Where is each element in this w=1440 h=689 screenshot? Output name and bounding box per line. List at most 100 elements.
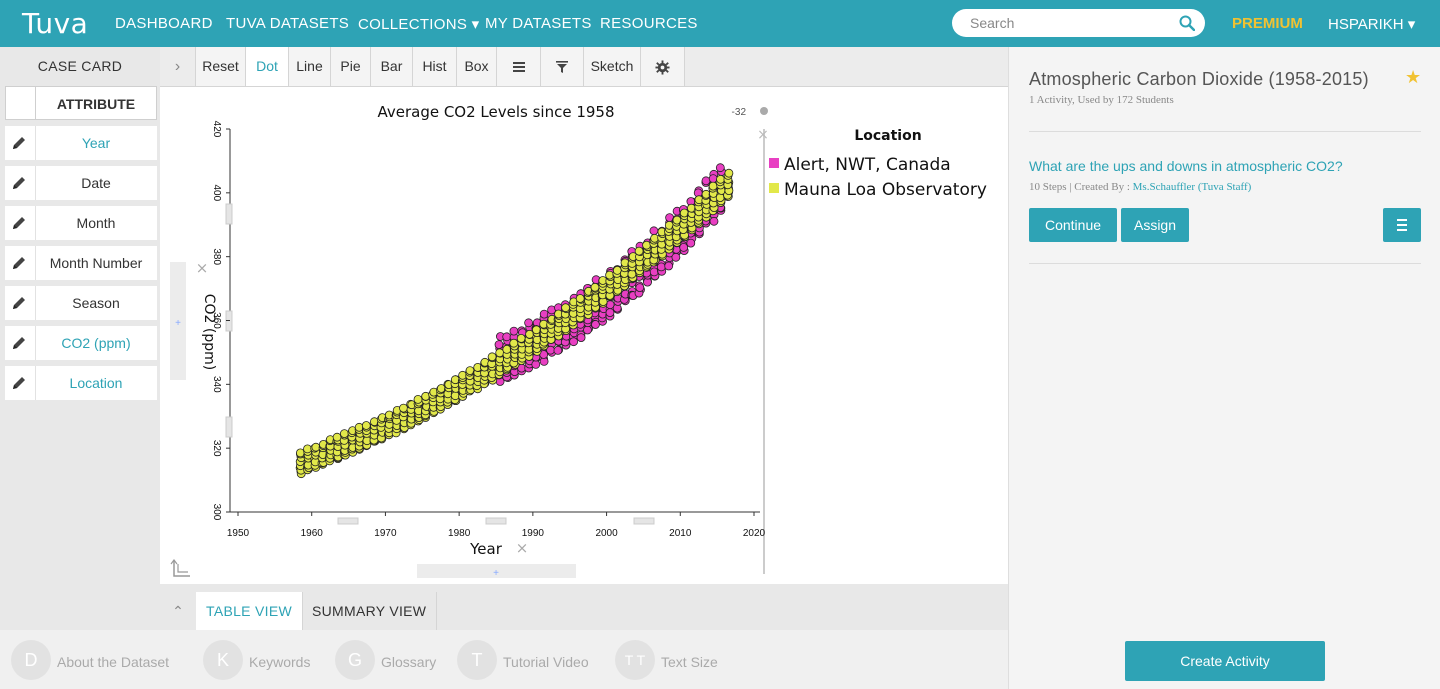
data-point[interactable] xyxy=(502,344,512,354)
tab-summary-view[interactable]: SUMMARY VIEW xyxy=(302,592,438,630)
data-point[interactable] xyxy=(531,359,541,369)
data-point[interactable] xyxy=(605,308,615,318)
attribute-row[interactable]: Season xyxy=(5,286,157,320)
data-point[interactable] xyxy=(399,403,408,413)
attribute-label[interactable]: Month xyxy=(76,215,116,231)
attribute-row[interactable]: Location xyxy=(5,366,157,400)
data-point[interactable] xyxy=(686,238,696,248)
activity-menu-button[interactable] xyxy=(1383,208,1421,242)
data-point[interactable] xyxy=(709,216,719,226)
attribute-label[interactable]: Month Number xyxy=(49,255,143,271)
edit-pencil-icon[interactable] xyxy=(11,375,27,391)
attribute-row[interactable]: Year xyxy=(5,126,157,160)
data-point[interactable] xyxy=(487,352,497,362)
data-point[interactable] xyxy=(303,444,312,454)
attribute-row[interactable]: CO2 (ppm) xyxy=(5,326,157,360)
attribute-row[interactable]: Month Number xyxy=(5,246,157,280)
data-point[interactable] xyxy=(590,282,600,292)
y-axis-label[interactable]: CO2 (ppm) xyxy=(201,294,217,371)
continue-button[interactable]: Continue xyxy=(1029,208,1117,242)
attribute-label[interactable]: Date xyxy=(81,175,111,191)
bar-chart-button[interactable]: Bar xyxy=(371,47,413,86)
y-axis-handle[interactable] xyxy=(225,203,233,225)
edit-pencil-icon[interactable] xyxy=(11,175,27,191)
data-point[interactable] xyxy=(627,269,637,279)
data-point[interactable] xyxy=(413,394,423,404)
premium-link[interactable]: PREMIUM xyxy=(1232,15,1303,32)
data-point[interactable] xyxy=(715,193,725,202)
data-point[interactable] xyxy=(671,252,681,262)
pie-chart-button[interactable]: Pie xyxy=(331,47,371,86)
dot-plot-button[interactable]: Dot xyxy=(246,47,289,86)
swap-axes-icon[interactable] xyxy=(170,559,190,577)
data-point[interactable] xyxy=(634,246,644,256)
data-point[interactable] xyxy=(583,325,592,335)
attribute-row[interactable]: Date xyxy=(5,166,157,200)
attribute-label[interactable]: CO2 (ppm) xyxy=(61,335,131,351)
activity-author-link[interactable]: Ms.Schauffler (Tuva Staff) xyxy=(1132,181,1252,193)
user-menu[interactable]: HSPARIKH ▾ xyxy=(1328,16,1416,33)
assign-button[interactable]: Assign xyxy=(1121,208,1189,242)
remove-y-attribute-icon[interactable]: × xyxy=(196,259,209,277)
data-point[interactable] xyxy=(664,261,674,271)
edit-pencil-icon[interactable] xyxy=(11,295,27,311)
activity-question-link[interactable]: What are the ups and downs in atmospheri… xyxy=(1029,158,1343,174)
tuva-logo[interactable]: Tuva xyxy=(22,7,89,40)
data-point[interactable] xyxy=(494,340,504,350)
data-point[interactable] xyxy=(642,240,652,250)
reset-button[interactable]: Reset xyxy=(196,47,246,86)
data-point[interactable] xyxy=(361,421,371,430)
data-point[interactable] xyxy=(724,168,734,178)
histogram-button[interactable]: Hist xyxy=(413,47,457,86)
edit-pencil-icon[interactable] xyxy=(11,255,27,271)
data-point[interactable] xyxy=(605,270,615,280)
create-activity-button[interactable]: Create Activity xyxy=(1125,641,1325,681)
edit-pencil-icon[interactable] xyxy=(11,335,27,351)
x-axis-handle[interactable] xyxy=(485,517,507,525)
y-axis-add-icon[interactable]: + xyxy=(175,318,181,329)
data-point[interactable] xyxy=(524,318,534,328)
data-point[interactable] xyxy=(576,333,586,343)
tab-table-view[interactable]: TABLE VIEW xyxy=(196,592,303,630)
data-point[interactable] xyxy=(450,375,460,385)
nav-resources[interactable]: RESOURCES xyxy=(600,15,698,32)
expand-case-card-chevron-icon[interactable]: › xyxy=(160,47,196,86)
filter-button[interactable] xyxy=(541,47,584,86)
attribute-row[interactable]: Month xyxy=(5,206,157,240)
data-point[interactable] xyxy=(701,176,711,186)
edit-pencil-icon[interactable] xyxy=(11,135,27,151)
data-point[interactable] xyxy=(708,181,718,191)
data-point[interactable] xyxy=(649,267,659,277)
data-point[interactable] xyxy=(569,337,579,347)
data-point[interactable] xyxy=(509,338,519,348)
x-axis-drop-zone[interactable] xyxy=(417,564,576,578)
data-point[interactable] xyxy=(656,262,666,272)
data-point[interactable] xyxy=(502,332,512,342)
data-point[interactable] xyxy=(635,283,645,293)
data-point[interactable] xyxy=(715,163,725,173)
nav-dashboard[interactable]: DASHBOARD xyxy=(115,15,213,32)
attribute-label[interactable]: Season xyxy=(72,295,120,311)
attribute-label[interactable]: Location xyxy=(69,375,123,391)
legend-label-mauna-loa[interactable]: Mauna Loa Observatory xyxy=(784,180,987,200)
remove-x-attribute-icon[interactable]: × xyxy=(516,539,529,557)
settings-button[interactable] xyxy=(641,47,685,86)
corner-dot-icon[interactable] xyxy=(760,107,768,115)
data-point[interactable] xyxy=(509,326,519,336)
favorite-star-icon[interactable]: ★ xyxy=(1405,67,1422,87)
close-legend-icon[interactable]: × xyxy=(757,127,769,143)
data-point[interactable] xyxy=(575,294,585,303)
box-plot-button[interactable]: Box xyxy=(457,47,497,86)
data-point[interactable] xyxy=(516,333,526,343)
nav-my-datasets[interactable]: MY DATASETS xyxy=(485,15,592,32)
sketch-button[interactable]: Sketch xyxy=(584,47,641,86)
data-point[interactable] xyxy=(716,174,725,184)
search-input[interactable] xyxy=(970,15,1170,31)
y-axis-drop-zone[interactable] xyxy=(170,262,186,380)
legend-label-alert[interactable]: Alert, NWT, Canada xyxy=(784,155,951,175)
data-point[interactable] xyxy=(553,345,563,355)
data-point[interactable] xyxy=(450,391,460,401)
edit-pencil-icon[interactable] xyxy=(11,215,27,231)
data-point[interactable] xyxy=(591,320,600,329)
dataset-title[interactable]: Atmospheric Carbon Dioxide (1958-2015) xyxy=(1029,69,1369,89)
